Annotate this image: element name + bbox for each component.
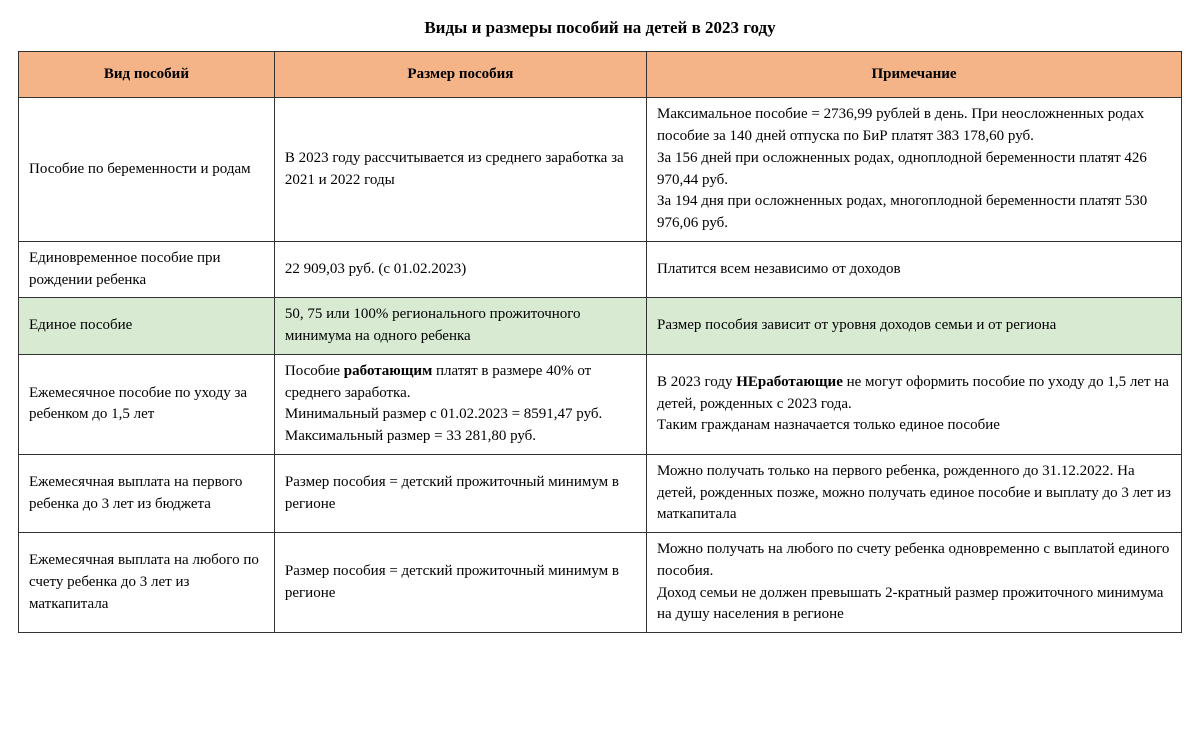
table-cell: Платится всем независимо от доходов — [647, 241, 1182, 298]
table-cell: Пособие по беременности и родам — [19, 98, 275, 242]
table-row: Единое пособие50, 75 или 100% региональн… — [19, 298, 1182, 355]
table-cell: В 2023 году НЕработающие не могут оформи… — [647, 354, 1182, 454]
header-row: Вид пособий Размер пособия Примечание — [19, 51, 1182, 98]
table-cell: Ежемесячная выплата на любого по счету р… — [19, 533, 275, 633]
table-row: Ежемесячное пособие по уходу за ребенком… — [19, 354, 1182, 454]
table-row: Единовременное пособие при рождении ребе… — [19, 241, 1182, 298]
table-cell: Размер пособия = детский прожиточный мин… — [274, 533, 646, 633]
table-cell: В 2023 году рассчитывается из среднего з… — [274, 98, 646, 242]
table-cell: 50, 75 или 100% регионального прожиточно… — [274, 298, 646, 355]
table-cell: Можно получать только на первого ребенка… — [647, 454, 1182, 532]
table-cell: Единое пособие — [19, 298, 275, 355]
table-cell: Пособие работающим платят в размере 40% … — [274, 354, 646, 454]
table-cell: 22 909,03 руб. (с 01.02.2023) — [274, 241, 646, 298]
col-header-type: Вид пособий — [19, 51, 275, 98]
col-header-note: Примечание — [647, 51, 1182, 98]
table-cell: Максимальное пособие = 2736,99 рублей в … — [647, 98, 1182, 242]
table-cell: Единовременное пособие при рождении ребе… — [19, 241, 275, 298]
table-row: Ежемесячная выплата на первого ребенка д… — [19, 454, 1182, 532]
table-cell: Размер пособия = детский прожиточный мин… — [274, 454, 646, 532]
table-cell: Ежемесячная выплата на первого ребенка д… — [19, 454, 275, 532]
table-cell: Можно получать на любого по счету ребенк… — [647, 533, 1182, 633]
table-row: Ежемесячная выплата на любого по счету р… — [19, 533, 1182, 633]
table-row: Пособие по беременности и родамВ 2023 го… — [19, 98, 1182, 242]
table-cell: Размер пособия зависит от уровня доходов… — [647, 298, 1182, 355]
table-cell: Ежемесячное пособие по уходу за ребенком… — [19, 354, 275, 454]
page-title: Виды и размеры пособий на детей в 2023 г… — [18, 16, 1182, 41]
col-header-size: Размер пособия — [274, 51, 646, 98]
benefits-table: Вид пособий Размер пособия Примечание По… — [18, 51, 1182, 634]
